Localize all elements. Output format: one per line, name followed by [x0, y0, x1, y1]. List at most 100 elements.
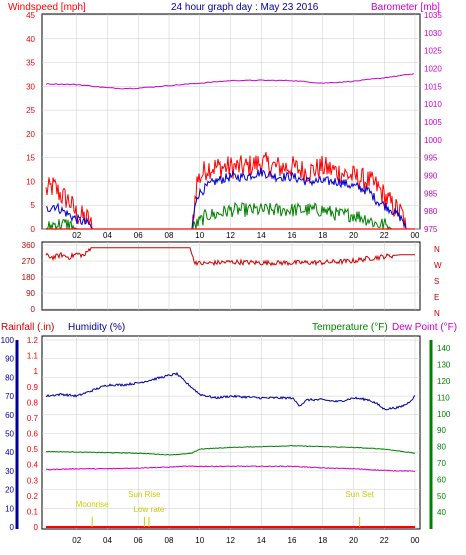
humidity-tick-label: 0	[10, 523, 15, 532]
baro-tick-label: 975	[424, 225, 438, 234]
rain-tick-label: 0.2	[27, 492, 39, 501]
humidity-tick-label: 70	[5, 392, 14, 401]
temp-tick-label: 110	[437, 393, 450, 402]
wind-tick-label: 20	[26, 130, 35, 139]
rain-tick-label: 1.2	[27, 336, 39, 345]
humidity-tick-label: 20	[5, 486, 14, 495]
hum-x-tick-label: 02	[72, 536, 81, 545]
sun-marker-label: Sun Set	[345, 490, 374, 499]
wind-x-tick-label: 12	[226, 231, 235, 240]
temp-tick-label: 120	[437, 377, 451, 386]
baro-tick-label: 1035	[424, 11, 442, 20]
rain-tick-label: 1.1	[27, 352, 39, 361]
wind-x-tick-label: 18	[318, 231, 327, 240]
hum-x-tick-label: 10	[195, 536, 204, 545]
baro-tick-label: 1000	[424, 136, 442, 145]
humidity-tick-label: 50	[5, 430, 14, 439]
humidity-tick-label: 30	[5, 467, 14, 476]
humidity-tick-label: 100	[1, 336, 15, 345]
humidity-panel-grid	[15, 336, 433, 529]
humidity-axis-label: Humidity (%)	[68, 322, 125, 333]
barometer-axis-label: Barometer [mb]	[371, 2, 440, 13]
temp-tick-label: 70	[437, 459, 446, 468]
hum-x-tick-label: 18	[318, 536, 327, 545]
rain-tick-label: 0.9	[27, 383, 39, 392]
wind-tick-label: 5	[31, 201, 36, 210]
windspeed-axis-label: Windspeed [mph]	[8, 2, 86, 13]
wind-tick-label: 40	[26, 35, 35, 44]
humidity-panel-ticks: 010203040506070809010000.10.20.30.40.50.…	[1, 336, 451, 545]
rainfall-axis-label: Rainfall (.in)	[1, 322, 54, 333]
wind-x-tick-label: 16	[288, 231, 297, 240]
hum-x-tick-label: 20	[349, 536, 358, 545]
rain-tick-label: 0.7	[27, 414, 39, 423]
sun-marker-label: Moonrise	[76, 500, 109, 509]
compass-label: W	[434, 261, 442, 270]
chart-title: 24 hour graph day : May 23 2016	[171, 2, 319, 13]
wind-x-tick-label: 08	[165, 231, 174, 240]
wind-x-tick-label: 20	[349, 231, 358, 240]
rain-tick-label: 0.6	[27, 430, 39, 439]
humidity-tick-label: 60	[5, 411, 14, 420]
humidity-tick-label: 10	[5, 504, 14, 513]
wind-tick-label: 35	[26, 59, 35, 68]
wind-x-tick-label: 04	[103, 231, 112, 240]
wind-tick-label: 10	[26, 177, 35, 186]
dewpoint-axis-label: Dew Point (°F)	[392, 322, 457, 333]
temp-tick-label: 80	[437, 443, 446, 452]
rain-tick-label: 1	[34, 367, 39, 376]
compass-label: N	[434, 309, 440, 318]
humidity-tick-label: 40	[5, 448, 14, 457]
baro-tick-label: 985	[424, 189, 438, 198]
wind-x-tick-label: 22	[380, 231, 389, 240]
humidity-panel-frame	[41, 335, 421, 530]
dir-tick-label: 360	[22, 241, 36, 250]
humidity-tick-label: 80	[5, 373, 14, 382]
dir-tick-label: 270	[22, 257, 36, 266]
temp-tick-label: 130	[437, 361, 451, 370]
temp-tick-label: 50	[437, 492, 446, 501]
baro-tick-label: 1015	[424, 82, 442, 91]
baro-tick-label: 1030	[424, 29, 442, 38]
rain-tick-label: 0	[34, 523, 39, 532]
compass-label: S	[434, 277, 439, 286]
compass-label: E	[434, 293, 439, 302]
wind-tick-label: 15	[26, 154, 35, 163]
baro-tick-label: 980	[424, 207, 438, 216]
wind-x-tick-label: 10	[195, 231, 204, 240]
baro-tick-label: 1005	[424, 118, 442, 127]
wind-x-tick-label: 00	[411, 231, 420, 240]
baro-tick-label: 1010	[424, 100, 442, 109]
temp-tick-label: 100	[437, 410, 451, 419]
dewpoint-series	[46, 465, 416, 473]
wind-tick-label: 25	[26, 106, 35, 115]
humidity-panel-series	[45, 371, 416, 528]
temp-tick-label: 60	[437, 475, 446, 484]
sun-marker-label: Low rate	[134, 505, 165, 514]
dir-tick-label: 90	[26, 289, 35, 298]
rain-tick-label: 0.1	[27, 507, 39, 516]
baro-tick-label: 1020	[424, 65, 442, 74]
hum-x-tick-label: 00	[411, 536, 420, 545]
rain-tick-label: 0.3	[27, 476, 39, 485]
temp-tick-label: 40	[437, 508, 446, 517]
hum-x-tick-label: 16	[288, 536, 297, 545]
wind-x-tick-label: 02	[72, 231, 81, 240]
wind-direction-series	[45, 247, 415, 267]
temperature-axis-label: Temperature (°F)	[312, 322, 388, 333]
wind-tick-label: 30	[26, 82, 35, 91]
direction-panel-frame	[41, 241, 421, 311]
wind-x-tick-label: 06	[134, 231, 143, 240]
wind-panel-ticks: 0510152025303540459759809859909951000100…	[26, 11, 442, 240]
hum-x-tick-label: 06	[134, 536, 143, 545]
humidity-series	[45, 371, 416, 411]
hum-x-tick-label: 22	[380, 536, 389, 545]
wind-tick-label: 0	[31, 225, 36, 234]
rain-tick-label: 0.4	[27, 461, 39, 470]
hum-x-tick-label: 08	[165, 536, 174, 545]
temp-tick-label: 140	[437, 344, 451, 353]
rain-tick-label: 0.8	[27, 398, 39, 407]
